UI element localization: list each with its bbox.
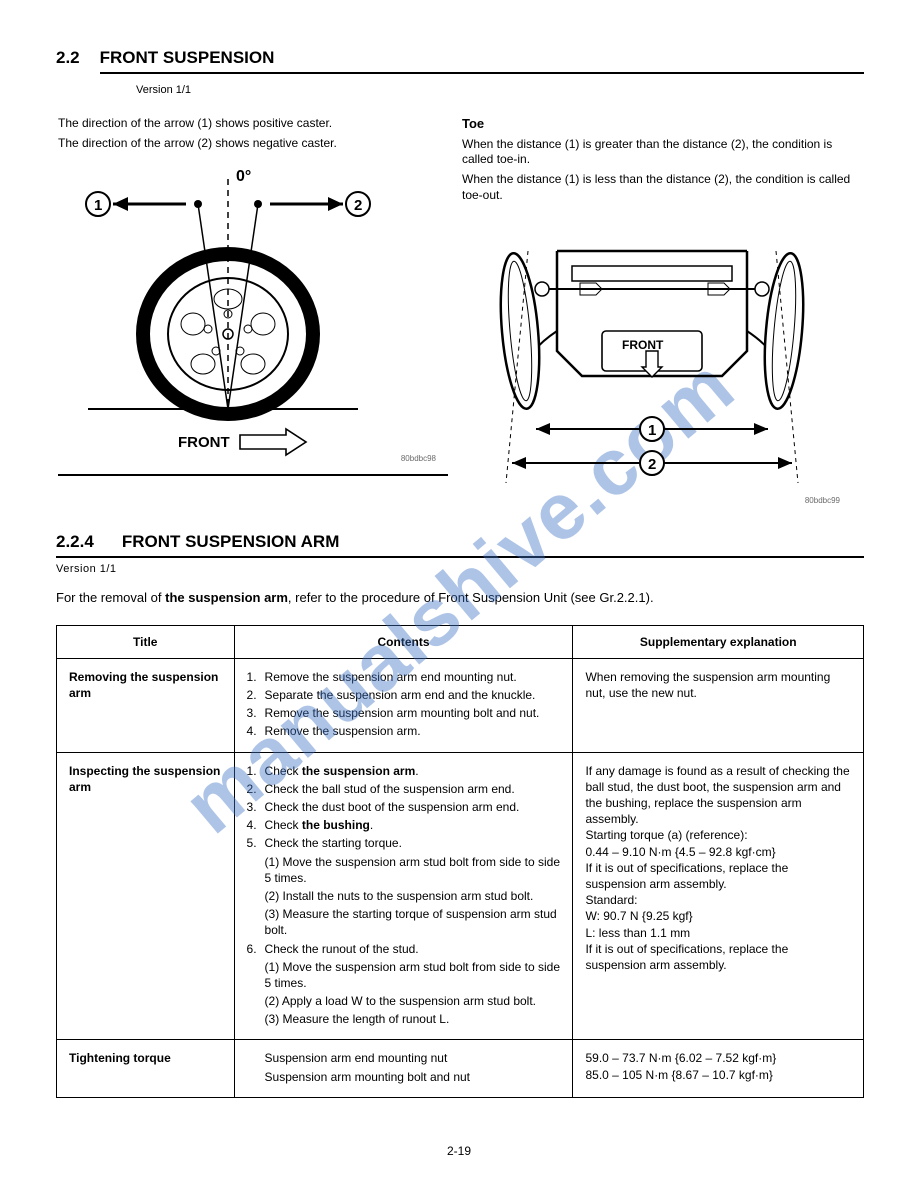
front-label-right: FRONT bbox=[622, 338, 664, 352]
cell-contents: 1.Remove the suspension arm end mounting… bbox=[234, 658, 573, 752]
right-figure-column: Toe When the distance (1) is greater tha… bbox=[460, 114, 864, 506]
svg-text:1: 1 bbox=[94, 197, 102, 214]
cell-supplementary: If any damage is found as a result of ch… bbox=[573, 752, 864, 1040]
cell-contents: Suspension arm end mounting nut Suspensi… bbox=[234, 1040, 573, 1097]
table-row: Tightening torqueSuspension arm end moun… bbox=[57, 1040, 864, 1097]
zero-label: 0° bbox=[236, 168, 251, 185]
toe-diagram: FRONT bbox=[462, 211, 852, 506]
table-row: Removing the suspension arm1.Remove the … bbox=[57, 658, 864, 752]
left-figure-column: The direction of the arrow (1) shows pos… bbox=[56, 114, 460, 506]
caster-diagram: 0° 1 2 FRONT 80bdbc98 bbox=[58, 159, 448, 464]
subsection-number: 2.2.4 bbox=[56, 532, 94, 552]
section-title: FRONT SUSPENSION bbox=[100, 48, 275, 68]
cell-supplementary: When removing the suspension arm mountin… bbox=[573, 658, 864, 752]
page: manualshive.com 2.2 FRONT SUSPENSION Ver… bbox=[0, 0, 918, 1188]
figures-row: The direction of the arrow (1) shows pos… bbox=[56, 114, 864, 506]
section-number: 2.2 bbox=[56, 48, 80, 68]
th-contents: Contents bbox=[234, 625, 573, 658]
table-body: Removing the suspension arm1.Remove the … bbox=[57, 658, 864, 1097]
toe-heading: Toe bbox=[462, 116, 484, 131]
svg-text:2: 2 bbox=[648, 456, 656, 473]
cell-contents: 1.Check the suspension arm.2.Check the b… bbox=[234, 752, 573, 1040]
caster-svg: 0° 1 2 FRONT bbox=[58, 159, 418, 459]
cell-title: Tightening torque bbox=[57, 1040, 235, 1097]
left-image-id: 80bdbc98 bbox=[401, 454, 436, 464]
header-version: Version 1/1 bbox=[56, 84, 864, 96]
page-header: 2.2 FRONT SUSPENSION bbox=[56, 48, 864, 80]
th-supplementary: Supplementary explanation bbox=[573, 625, 864, 658]
subsection-intro: For the removal of the suspension arm, r… bbox=[56, 589, 864, 607]
subsection-version: Version 1/1 bbox=[56, 563, 864, 575]
cell-title: Inspecting the suspension arm bbox=[57, 752, 235, 1040]
left-caption-1: The direction of the arrow (1) shows pos… bbox=[58, 116, 448, 132]
subsection-title: FRONT SUSPENSION ARM bbox=[122, 532, 340, 552]
right-caption-1: When the distance (1) is greater than th… bbox=[462, 137, 852, 168]
toe-svg: FRONT bbox=[462, 211, 842, 501]
th-title: Title bbox=[57, 625, 235, 658]
svg-text:2: 2 bbox=[354, 197, 362, 214]
table-row: Inspecting the suspension arm1.Check the… bbox=[57, 752, 864, 1040]
procedure-table: Title Contents Supplementary explanation… bbox=[56, 625, 864, 1098]
right-caption-2: When the distance (1) is less than the d… bbox=[462, 172, 852, 203]
svg-text:1: 1 bbox=[648, 422, 656, 439]
left-caption-2: The direction of the arrow (2) shows neg… bbox=[58, 136, 448, 152]
front-label-left: FRONT bbox=[178, 434, 230, 451]
right-image-id: 80bdbc99 bbox=[805, 496, 840, 506]
cell-title: Removing the suspension arm bbox=[57, 658, 235, 752]
cell-supplementary: 59.0 – 73.7 N·m {6.02 – 7.52 kgf·m} 85.0… bbox=[573, 1040, 864, 1097]
subsection-224: 2.2.4 FRONT SUSPENSION ARM Version 1/1 F… bbox=[56, 532, 864, 1098]
page-footer: 2-19 bbox=[0, 1144, 918, 1158]
